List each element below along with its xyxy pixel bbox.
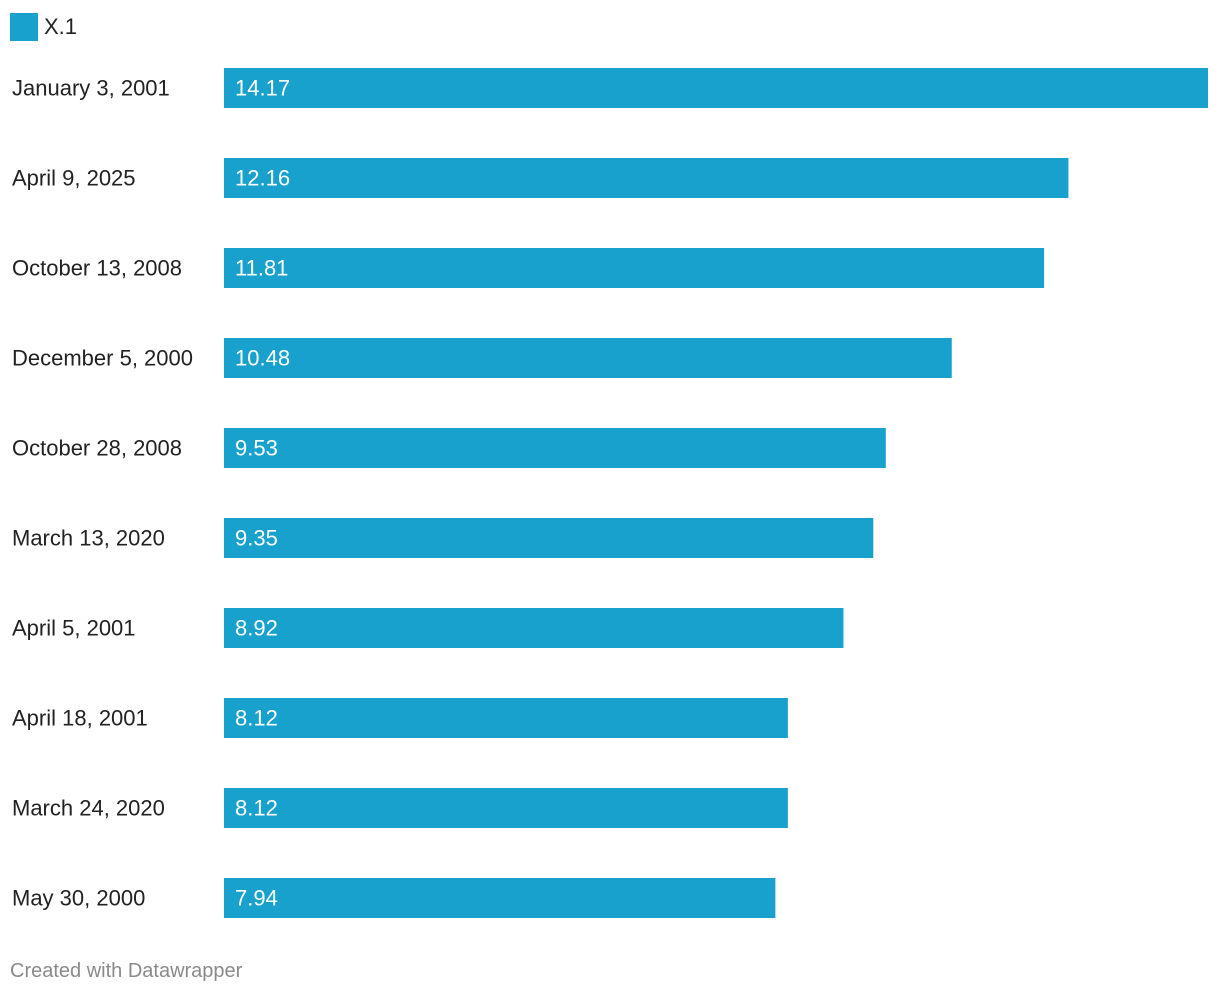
legend: X.1 — [10, 12, 77, 42]
bar — [224, 428, 886, 468]
bar — [224, 788, 788, 828]
bar-value-label: 11.81 — [235, 256, 288, 281]
bar-value-label: 14.17 — [235, 76, 290, 101]
bar — [224, 248, 1045, 288]
bar — [224, 608, 844, 648]
category-label: May 30, 2000 — [12, 886, 145, 911]
category-label: April 9, 2025 — [12, 166, 136, 191]
category-label: January 3, 2001 — [12, 76, 170, 101]
bar-value-label: 9.53 — [235, 436, 278, 461]
category-label: March 24, 2020 — [12, 796, 165, 821]
bar — [224, 338, 952, 378]
category-label: March 13, 2020 — [12, 526, 165, 551]
bar-value-label: 8.12 — [235, 796, 278, 821]
category-label: April 5, 2001 — [12, 616, 136, 641]
bar — [224, 68, 1208, 108]
bar-value-label: 8.92 — [235, 616, 278, 641]
bar-value-label: 10.48 — [235, 346, 290, 371]
category-label: December 5, 2000 — [12, 346, 193, 371]
bar-value-label: 9.35 — [235, 526, 278, 551]
bar-value-label: 12.16 — [235, 166, 290, 191]
legend-label: X.1 — [44, 14, 78, 39]
bar-value-label: 7.94 — [235, 886, 278, 911]
category-label: October 13, 2008 — [12, 256, 182, 281]
category-label: April 18, 2001 — [12, 706, 148, 731]
bar-value-label: 8.12 — [235, 706, 278, 731]
legend-swatch — [10, 13, 38, 41]
bar — [224, 698, 788, 738]
footer-credit: Created with Datawrapper — [10, 960, 243, 982]
bar — [224, 518, 874, 558]
category-label: October 28, 2008 — [12, 436, 182, 461]
bar — [224, 878, 776, 918]
bar — [224, 158, 1069, 198]
